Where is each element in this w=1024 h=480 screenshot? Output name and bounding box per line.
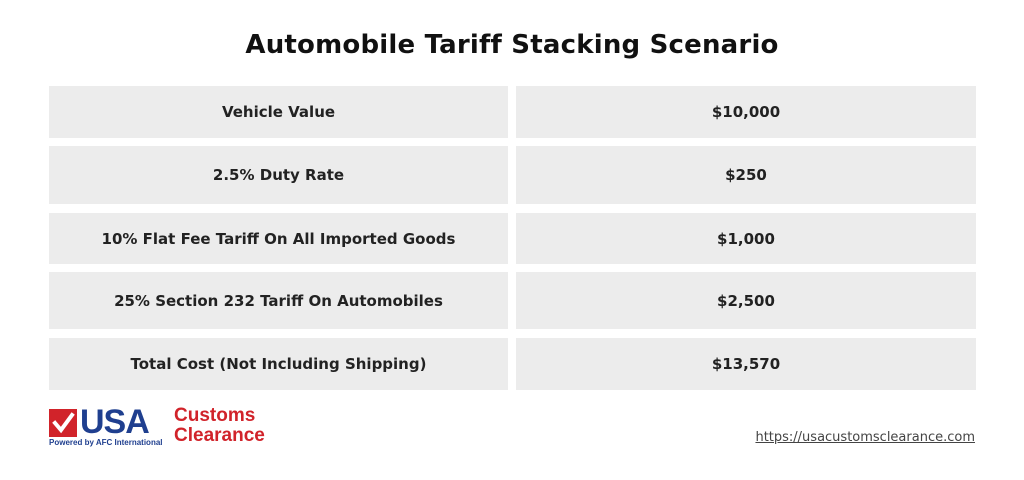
logo-powered-by-text: Powered by AFC International: [49, 438, 163, 447]
usa-customs-clearance-logo: USA Customs Clearance Powered by AFC Int…: [49, 403, 279, 451]
table-row: Total Cost (Not Including Shipping) $13,…: [49, 338, 976, 390]
checkmark-icon: [49, 409, 77, 437]
row-label: Vehicle Value: [49, 86, 508, 138]
table-row: 2.5% Duty Rate $250: [49, 146, 976, 204]
table-row: 10% Flat Fee Tariff On All Imported Good…: [49, 213, 976, 264]
table-row: 25% Section 232 Tariff On Automobiles $2…: [49, 272, 976, 329]
row-label: 2.5% Duty Rate: [49, 146, 508, 204]
logo-clearance-text: Clearance: [174, 425, 265, 446]
logo-usa-text: USA: [80, 403, 150, 441]
row-value: $10,000: [516, 86, 976, 138]
row-value: $13,570: [516, 338, 976, 390]
row-label: 10% Flat Fee Tariff On All Imported Good…: [49, 213, 508, 264]
row-label: Total Cost (Not Including Shipping): [49, 338, 508, 390]
row-value: $1,000: [516, 213, 976, 264]
row-value: $2,500: [516, 272, 976, 329]
row-label: 25% Section 232 Tariff On Automobiles: [49, 272, 508, 329]
row-value: $250: [516, 146, 976, 204]
website-link[interactable]: https://usacustomsclearance.com: [755, 430, 975, 445]
logo-customs-text: Customs: [174, 405, 256, 426]
page-title: Automobile Tariff Stacking Scenario: [245, 30, 779, 60]
table-row: Vehicle Value $10,000: [49, 86, 976, 138]
